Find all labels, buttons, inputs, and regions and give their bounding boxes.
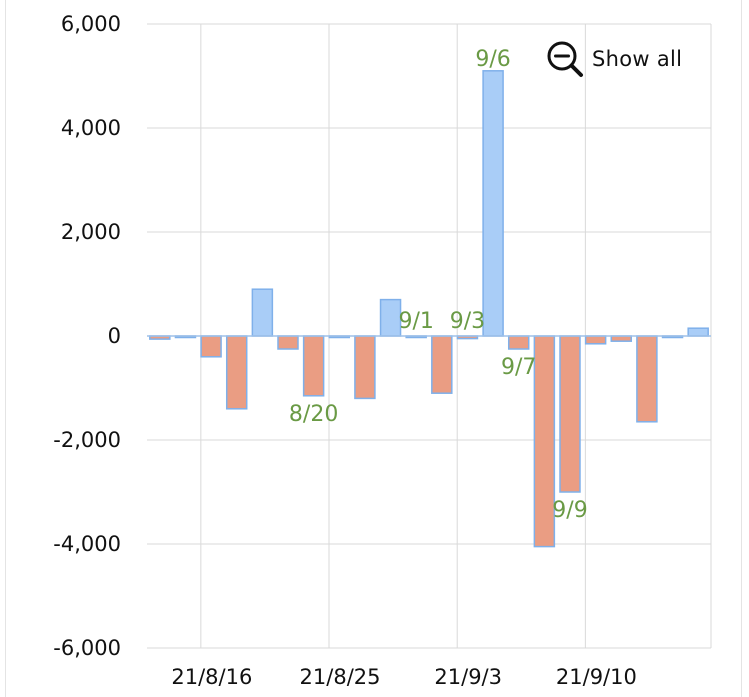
bar-11 — [431, 335, 453, 394]
bar-13 — [482, 70, 504, 337]
bar-2 — [200, 335, 222, 358]
bar-21 — [687, 327, 709, 337]
show-all-button[interactable]: Show all — [546, 41, 682, 77]
bar-5 — [277, 335, 299, 350]
bar-data-label: 9/1 — [398, 309, 433, 334]
bar-data-labels: 8/20 9/1 9/3 9/6 9/7 9/9 — [289, 47, 588, 523]
bar-8 — [354, 335, 376, 400]
frame-border-left — [5, 0, 6, 697]
bar-data-label: 8/20 — [289, 402, 338, 427]
y-tick-label: -2,000 — [53, 428, 121, 452]
frame-border-right — [741, 0, 742, 697]
bar-19 — [636, 335, 658, 423]
x-axis-tick-labels: 21/8/16 21/8/25 21/9/3 21/9/10 — [171, 665, 637, 689]
bar-14 — [507, 335, 530, 350]
x-tick-label: 21/9/10 — [556, 665, 637, 689]
bar-17 — [584, 335, 607, 345]
y-tick-label: -4,000 — [53, 532, 121, 556]
bar-data-label: 9/6 — [475, 47, 510, 72]
x-tick-label: 21/9/3 — [434, 665, 502, 689]
x-tick-label: 21/8/16 — [171, 665, 252, 689]
y-tick-label: 0 — [108, 324, 121, 348]
y-tick-label: 6,000 — [61, 12, 121, 36]
bar-data-label: 9/7 — [501, 355, 536, 380]
bar-6 — [302, 335, 325, 397]
y-tick-label: 2,000 — [61, 220, 121, 244]
bar-data-label: 9/9 — [552, 498, 587, 523]
bar-18 — [610, 335, 633, 342]
y-tick-label: -6,000 — [53, 636, 121, 660]
bar-16 — [559, 335, 581, 493]
y-axis-tick-labels: 6,000 4,000 2,000 0 -2,000 -4,000 -6,000 — [53, 12, 121, 660]
zoom-out-icon — [546, 40, 584, 78]
x-tick-label: 21/8/25 — [300, 665, 381, 689]
bar-3 — [225, 335, 248, 410]
show-all-label: Show all — [592, 47, 683, 71]
bar-data-label: 9/3 — [450, 309, 485, 334]
y-tick-label: 4,000 — [61, 116, 121, 140]
bar-4 — [251, 288, 274, 337]
